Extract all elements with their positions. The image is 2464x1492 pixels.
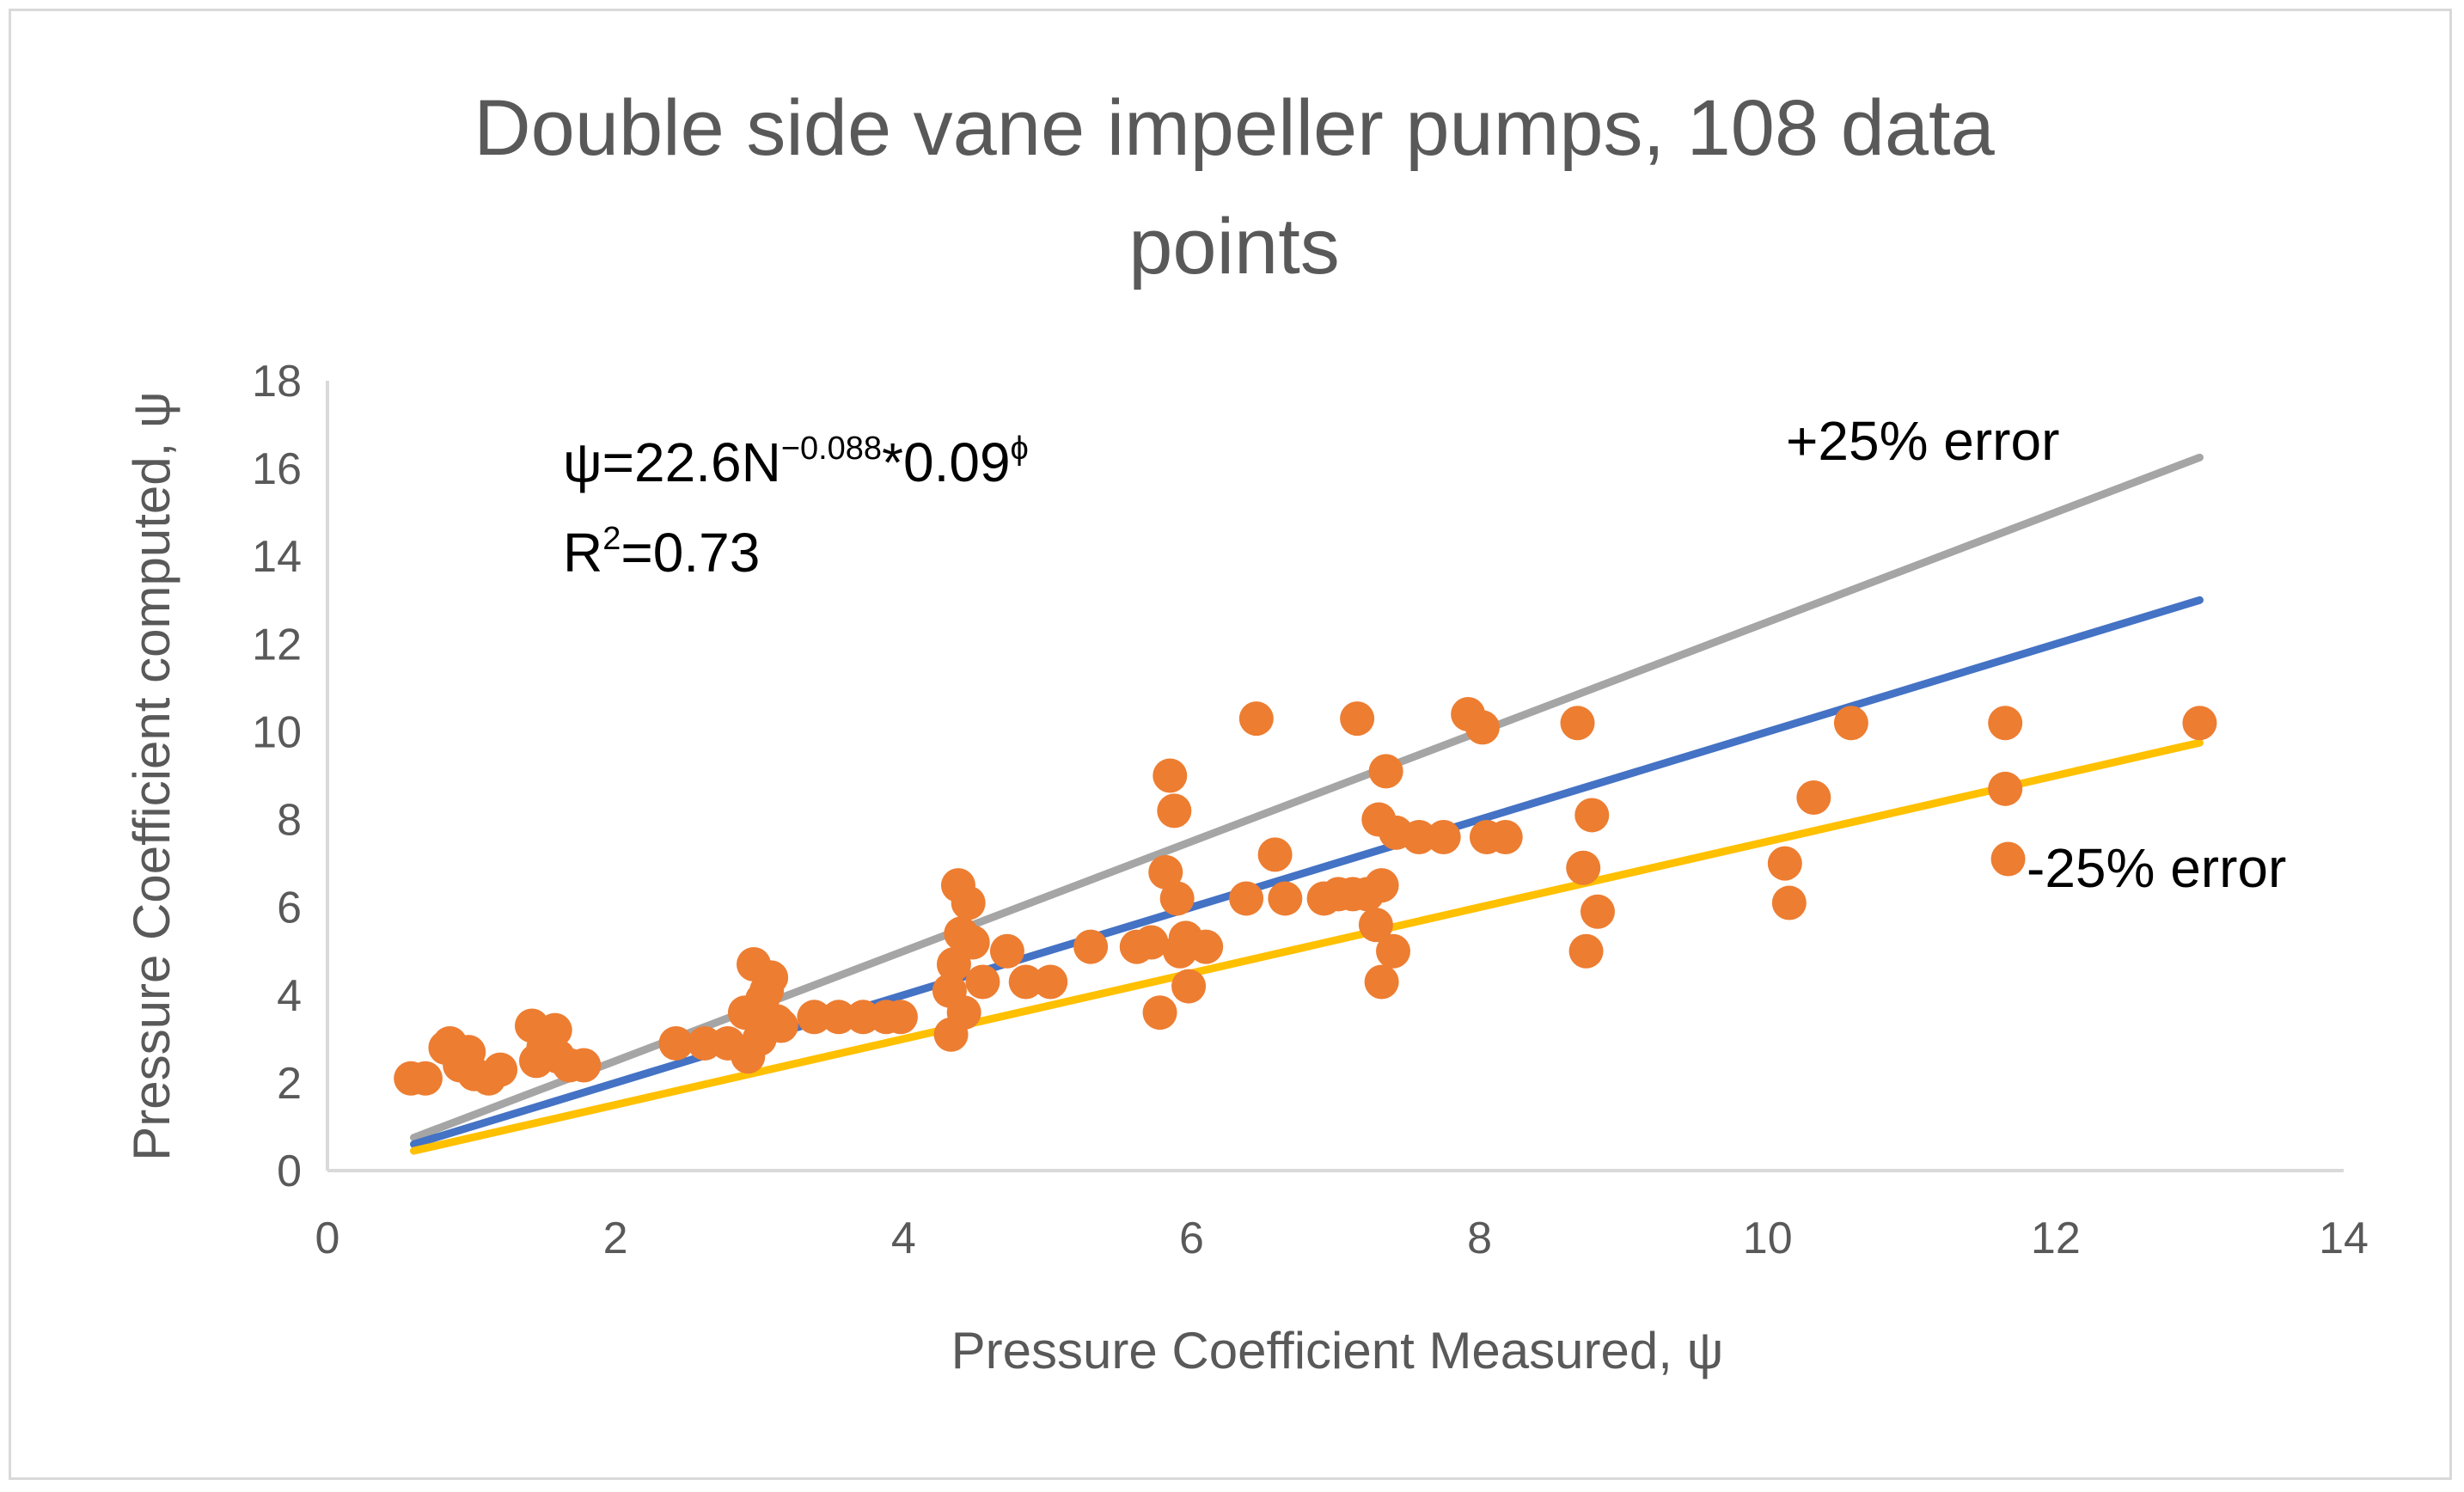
data-point [1364,868,1399,903]
y-tick-label: 18 [252,357,302,407]
y-tick-label: 12 [252,620,302,670]
data-point [1358,908,1393,943]
data-point [1189,929,1224,964]
data-point [1376,933,1411,969]
data-point [754,960,789,995]
y-tick-label: 10 [252,707,302,757]
data-point [1580,894,1615,929]
data-point [1771,885,1807,920]
data-point [658,1025,694,1061]
r2-superscript: 2 [602,521,621,557]
equation-exponent-2: ϕ [1011,431,1029,467]
equation-mid: *0.09 [882,431,1010,493]
x-tick-label: 8 [1467,1214,1492,1263]
minus25-error-label: -25% error [2027,837,2286,899]
data-point [1988,771,2023,806]
data-point [951,885,986,920]
data-point [1134,925,1169,960]
data-point [1426,819,1461,854]
data-point [1568,933,1604,969]
data-point [1364,964,1399,1000]
data-point [407,1061,443,1096]
plus25-error-label: +25% error [1786,410,2059,472]
data-point [1988,706,2023,741]
minus25-error-line [410,738,2204,1155]
y-tick-label: 0 [277,1147,302,1196]
data-point [566,1048,602,1083]
data-point [1464,710,1500,745]
equation-base: ψ=22.6N [563,431,781,493]
data-point [821,1000,856,1035]
data-point [1008,964,1043,1000]
data-point [1796,780,1831,816]
data-point [955,925,990,960]
data-point [1340,701,1375,737]
x-tick-label: 4 [891,1214,916,1263]
data-point [1229,881,1264,916]
chart-frame [9,9,2452,1480]
y-axis-title: Pressure Coefficient computed, ψ [123,391,180,1160]
data-point [1488,819,1523,854]
data-point [965,964,1000,1000]
data-point [1767,846,1802,881]
x-axis-title: Pressure Coefficient Measured, ψ [951,1322,1724,1379]
plus25-error-line [410,453,2204,1142]
data-point [1268,881,1303,916]
x-tick-label: 14 [2319,1214,2369,1263]
x-tick-label: 2 [603,1214,628,1263]
y-tick-labels: 0 2 4 6 8 10 12 14 16 18 [252,357,302,1196]
data-point [989,933,1024,969]
data-point [1033,964,1068,1000]
data-point [1560,706,1595,741]
data-point [1833,706,1868,741]
y-tick-label: 6 [277,884,302,933]
x-tick-label: 6 [1179,1214,1204,1263]
scatter-points [394,697,2217,1096]
r2-base: R [563,522,602,584]
x-tick-label: 12 [2031,1214,2081,1263]
chart-title-line-2: points [1128,203,1340,290]
data-point [946,995,981,1030]
y-tick-label: 16 [252,444,302,494]
data-point [1171,969,1207,1004]
data-point [763,1008,798,1043]
data-point [883,1000,918,1035]
data-point [1238,701,1274,737]
y-tick-label: 14 [252,532,302,582]
y-tick-label: 8 [277,796,302,846]
equation-exponent-1: −0.088 [781,431,882,467]
data-point [1153,758,1188,793]
y-tick-label: 2 [277,1059,302,1109]
data-point [2182,706,2217,741]
data-point [1402,819,1437,854]
r2-value: =0.73 [621,522,760,584]
data-point [1157,793,1192,829]
data-point [1159,881,1195,916]
data-point [797,1000,832,1035]
x-tick-label: 10 [1743,1214,1793,1263]
x-tick-label: 0 [315,1214,340,1263]
data-point [1142,995,1177,1030]
data-point [1566,850,1601,885]
data-point [483,1052,518,1087]
y-tick-label: 4 [277,971,302,1021]
data-point [1257,837,1293,872]
chart-title-line-1: Double side vane impeller pumps, 108 dat… [474,84,1995,172]
r-squared-label: R2=0.73 [563,521,760,584]
data-point [537,1012,572,1048]
x-tick-labels: 0 2 4 6 8 10 12 14 [315,1214,2369,1263]
exact-fit-line [410,596,2204,1148]
data-point [1148,854,1183,890]
data-point [1073,929,1109,964]
data-point [1574,798,1610,833]
data-point [1990,841,2026,877]
equation-label: ψ=22.6N−0.088*0.09ϕ [563,431,1029,493]
data-point [1368,754,1403,789]
